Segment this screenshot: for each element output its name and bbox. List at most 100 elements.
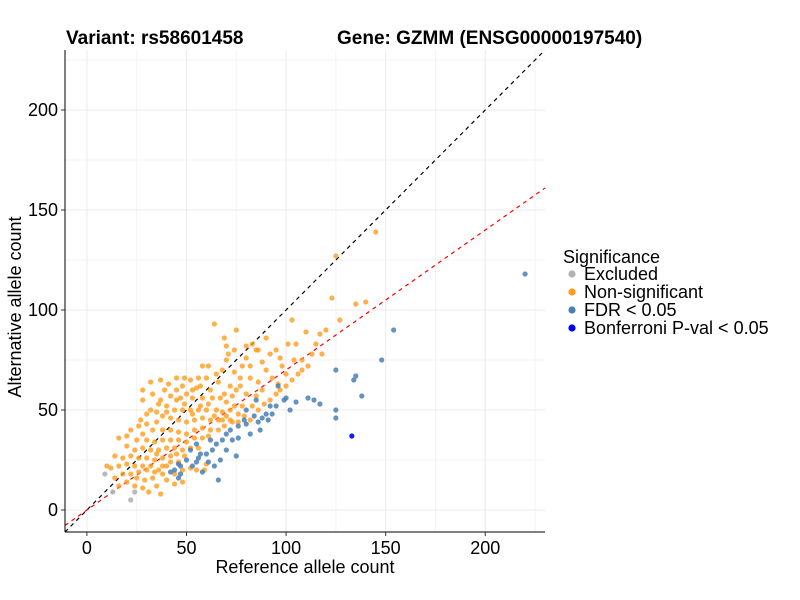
- data-point-nonsig: [217, 395, 223, 401]
- data-point-nonsig: [221, 335, 227, 341]
- data-point-nonsig: [277, 355, 283, 361]
- data-point-nonsig: [215, 379, 221, 385]
- data-point-nonsig: [163, 409, 170, 415]
- data-point-fdr: [187, 447, 194, 453]
- data-point-nonsig: [247, 375, 253, 381]
- data-point-nonsig: [195, 407, 202, 413]
- data-point-fdr: [255, 419, 261, 425]
- data-point-nonsig: [237, 383, 243, 389]
- data-point-fdr: [235, 435, 241, 441]
- chart-title-gene: Gene: GZMM (ENSG00000197540): [337, 28, 642, 49]
- data-point-nonsig: [291, 357, 297, 363]
- data-point-nonsig: [128, 453, 134, 459]
- data-point-fdr: [215, 477, 221, 483]
- data-point-nonsig: [319, 351, 325, 357]
- data-point-nonsig: [158, 377, 164, 383]
- data-point-nonsig: [140, 463, 146, 469]
- data-point-nonsig: [207, 417, 213, 423]
- data-point-fdr: [183, 457, 190, 463]
- data-point-nonsig: [295, 371, 301, 377]
- data-point-fdr: [251, 413, 257, 419]
- data-point-nonsig: [163, 445, 170, 451]
- data-point-fdr: [213, 441, 219, 447]
- data-point-nonsig: [299, 367, 305, 373]
- data-point-nonsig: [363, 299, 369, 305]
- data-point-nonsig: [167, 415, 174, 421]
- data-point-nonsig: [199, 435, 206, 441]
- data-point-nonsig: [267, 351, 273, 357]
- data-point-nonsig: [163, 477, 170, 483]
- data-point-fdr: [195, 455, 202, 461]
- data-point-nonsig: [273, 391, 279, 397]
- data-point-nonsig: [144, 411, 150, 417]
- data-point-nonsig: [140, 387, 146, 393]
- data-point-nonsig: [235, 411, 241, 417]
- data-point-nonsig: [199, 425, 206, 431]
- data-point-nonsig: [136, 423, 142, 429]
- data-point-fdr: [235, 423, 241, 429]
- data-point-nonsig: [144, 421, 150, 427]
- data-point-nonsig: [235, 419, 241, 425]
- data-point-nonsig: [233, 387, 239, 393]
- data-point-nonsig: [207, 387, 213, 393]
- data-point-nonsig: [132, 463, 138, 469]
- data-point-nonsig: [261, 401, 267, 407]
- data-point-nonsig: [128, 471, 134, 477]
- data-point-nonsig: [150, 427, 156, 433]
- data-point-fdr: [223, 447, 229, 453]
- data-point-nonsig: [108, 465, 114, 471]
- data-point-nonsig: [205, 363, 212, 369]
- legend-key-bonf: [568, 324, 576, 332]
- data-point-nonsig: [243, 391, 249, 397]
- y-tick-label: 0: [48, 500, 58, 520]
- data-point-fdr: [193, 459, 200, 465]
- legend-label-bonf: Bonferroni P-val < 0.05: [584, 318, 769, 338]
- data-point-nonsig: [163, 463, 170, 469]
- data-point-nonsig: [293, 341, 299, 347]
- data-point-nonsig: [233, 327, 239, 333]
- data-point-nonsig: [158, 397, 164, 403]
- legend-title: Significance: [563, 247, 660, 267]
- data-point-nonsig: [299, 357, 305, 363]
- data-point-nonsig: [116, 483, 122, 489]
- data-point-nonsig: [179, 467, 186, 473]
- data-point-fdr: [177, 463, 184, 469]
- data-point-fdr: [199, 469, 206, 475]
- data-point-nonsig: [146, 489, 152, 495]
- data-point-fdr: [197, 451, 204, 457]
- data-point-nonsig: [165, 381, 172, 387]
- data-point-nonsig: [142, 477, 148, 483]
- data-point-nonsig: [171, 407, 178, 413]
- data-point-nonsig: [195, 375, 202, 381]
- data-point-nonsig: [203, 407, 210, 413]
- data-point-fdr: [263, 411, 269, 417]
- data-point-nonsig: [138, 417, 144, 423]
- data-point-nonsig: [179, 407, 186, 413]
- data-point-nonsig: [241, 413, 247, 419]
- legend-key-nonsig: [568, 288, 576, 296]
- data-point-nonsig: [120, 455, 126, 461]
- data-point-nonsig: [231, 403, 237, 409]
- data-point-nonsig: [177, 395, 184, 401]
- data-point-nonsig: [161, 387, 168, 393]
- data-point-nonsig: [209, 395, 215, 401]
- data-point-nonsig: [259, 359, 265, 365]
- data-point-nonsig: [309, 351, 315, 357]
- data-point-fdr: [171, 467, 178, 473]
- data-point-fdr: [293, 399, 299, 405]
- x-tick-label: 0: [82, 538, 92, 558]
- data-point-nonsig: [333, 253, 339, 259]
- data-point-fdr: [227, 427, 233, 433]
- data-point-nonsig: [199, 363, 206, 369]
- data-point-fdr: [333, 367, 339, 373]
- data-point-nonsig: [148, 447, 154, 453]
- data-point-fdr: [275, 383, 281, 389]
- data-point-nonsig: [167, 393, 174, 399]
- data-point-nonsig: [159, 463, 166, 469]
- data-point-nonsig: [183, 439, 190, 445]
- data-point-nonsig: [305, 363, 311, 369]
- data-point-nonsig: [223, 399, 229, 405]
- data-point-nonsig: [255, 347, 261, 353]
- data-point-nonsig: [181, 401, 188, 407]
